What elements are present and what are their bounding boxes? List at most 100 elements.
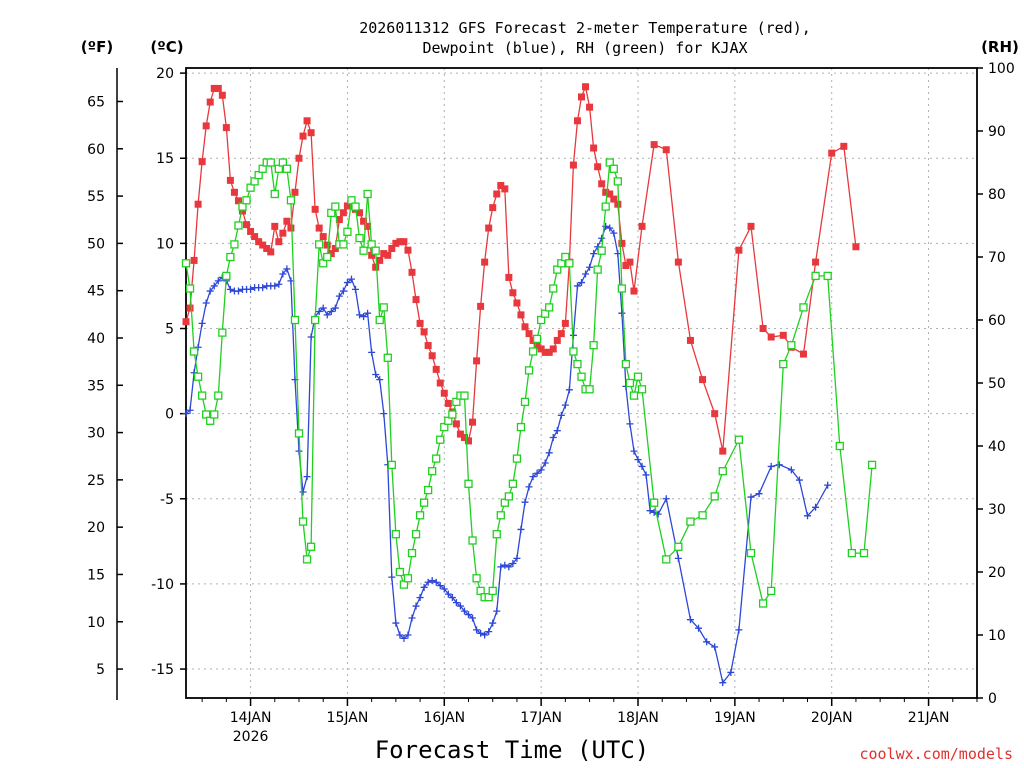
temperature-point <box>545 348 553 356</box>
temperature-point <box>759 325 767 333</box>
rh-point <box>379 303 388 312</box>
rh-point <box>512 454 522 463</box>
temperature-point <box>812 258 820 266</box>
dewpoint-point <box>303 473 311 481</box>
rh-point <box>823 271 832 281</box>
temperature-point <box>259 241 267 249</box>
series-layer <box>181 83 877 687</box>
temperature-point <box>444 399 452 407</box>
dewpoint-point <box>553 427 561 435</box>
rh-point <box>423 485 433 495</box>
dewpoint-point <box>804 512 811 520</box>
rh-point <box>181 259 191 268</box>
dewpoint-point <box>642 471 650 479</box>
temperature-point <box>477 302 485 310</box>
dewpoint-point <box>537 466 545 474</box>
rh-point <box>545 303 554 312</box>
temperature-point <box>368 251 376 259</box>
fahrenheit-tick-label: 45 <box>87 284 105 300</box>
celsius-unit-label: (ºC) <box>150 38 183 56</box>
x-axis-label: Forecast Time (UTC) <box>375 736 650 764</box>
temperature-point <box>218 91 226 99</box>
rh-tick-label: 70 <box>988 250 1006 266</box>
dewpoint-point <box>319 304 327 312</box>
dewpoint-point <box>775 461 783 469</box>
celsius-tick-label: 20 <box>156 66 174 82</box>
dewpoint-point <box>186 406 194 414</box>
dewpoint-point <box>364 309 372 317</box>
temperature-point <box>465 437 472 445</box>
rh-point <box>589 341 598 350</box>
temperature-point <box>489 204 497 212</box>
dewpoint-point <box>638 462 646 470</box>
temperature-point <box>275 238 283 246</box>
temperature-point <box>263 244 271 252</box>
dewpoint-point <box>465 611 472 619</box>
rh-point <box>230 240 239 249</box>
rh-point <box>395 567 405 577</box>
dewpoint-point <box>654 510 662 518</box>
dewpoint-point <box>525 483 533 491</box>
dewpoint-point <box>590 250 598 258</box>
temperature-point <box>569 161 577 169</box>
dewpoint-point <box>473 626 481 634</box>
dewpoint-point <box>396 631 404 639</box>
rh-tick-label: 100 <box>988 61 1015 77</box>
rh-point <box>432 454 441 463</box>
rh-point <box>226 252 235 262</box>
temperature-point <box>198 158 206 166</box>
rh-tick-label: 40 <box>988 439 1006 455</box>
temperature-point <box>650 141 658 149</box>
dewpoint-point <box>343 279 351 287</box>
dewpoint-point <box>695 624 703 632</box>
dewpoint-point <box>505 563 513 571</box>
temperature-point <box>509 289 517 297</box>
rh-point <box>472 574 481 583</box>
fahrenheit-tick-label: 65 <box>87 94 105 110</box>
dewpoint-point <box>295 447 303 455</box>
dewpoint-point <box>444 590 452 598</box>
celsius-tick-label: 10 <box>156 236 174 252</box>
temperature-point <box>440 389 448 397</box>
dewpoint-point <box>521 498 529 506</box>
dewpoint-point <box>767 462 775 470</box>
dewpoint-point <box>283 265 291 273</box>
dewpoint-point <box>711 643 719 651</box>
rh-point <box>411 530 421 539</box>
rh-point <box>363 189 372 199</box>
temperature-point <box>202 122 210 130</box>
rh-point <box>734 435 744 444</box>
temperature-point <box>549 345 557 353</box>
temperature-point <box>505 273 513 281</box>
rh-point <box>339 240 348 249</box>
rh-point <box>415 511 425 520</box>
temperature-point <box>388 244 396 252</box>
dewpoint-point <box>795 476 803 484</box>
dewpoint-line <box>185 225 829 685</box>
rh-point <box>270 189 279 199</box>
temperature-point <box>456 430 464 438</box>
rh-point <box>686 517 695 526</box>
temperature-point <box>194 200 202 208</box>
rh-point <box>504 492 514 501</box>
x-tick-label: 17JAN <box>520 710 562 726</box>
fahrenheit-tick-label: 50 <box>87 236 105 252</box>
rh-point <box>565 259 574 268</box>
temperature-point <box>404 246 412 254</box>
temperature-point <box>239 207 246 215</box>
dewpoint-point <box>198 319 206 327</box>
dewpoint-point <box>424 578 432 586</box>
temperature-point <box>674 258 682 266</box>
temperature-point <box>553 336 561 344</box>
dewpoint-point <box>376 376 384 384</box>
temperature-point <box>590 144 598 152</box>
temperature-point <box>255 238 263 246</box>
temperature-point <box>460 433 468 441</box>
rh-point <box>214 391 223 400</box>
temperature-point <box>190 256 198 264</box>
temperature-point <box>360 217 368 225</box>
rh-point <box>811 271 820 281</box>
rh-point <box>294 429 304 438</box>
dewpoint-point <box>436 582 444 590</box>
dewpoint-point <box>247 285 255 293</box>
